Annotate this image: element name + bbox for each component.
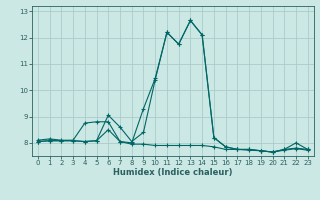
X-axis label: Humidex (Indice chaleur): Humidex (Indice chaleur) <box>113 168 233 177</box>
